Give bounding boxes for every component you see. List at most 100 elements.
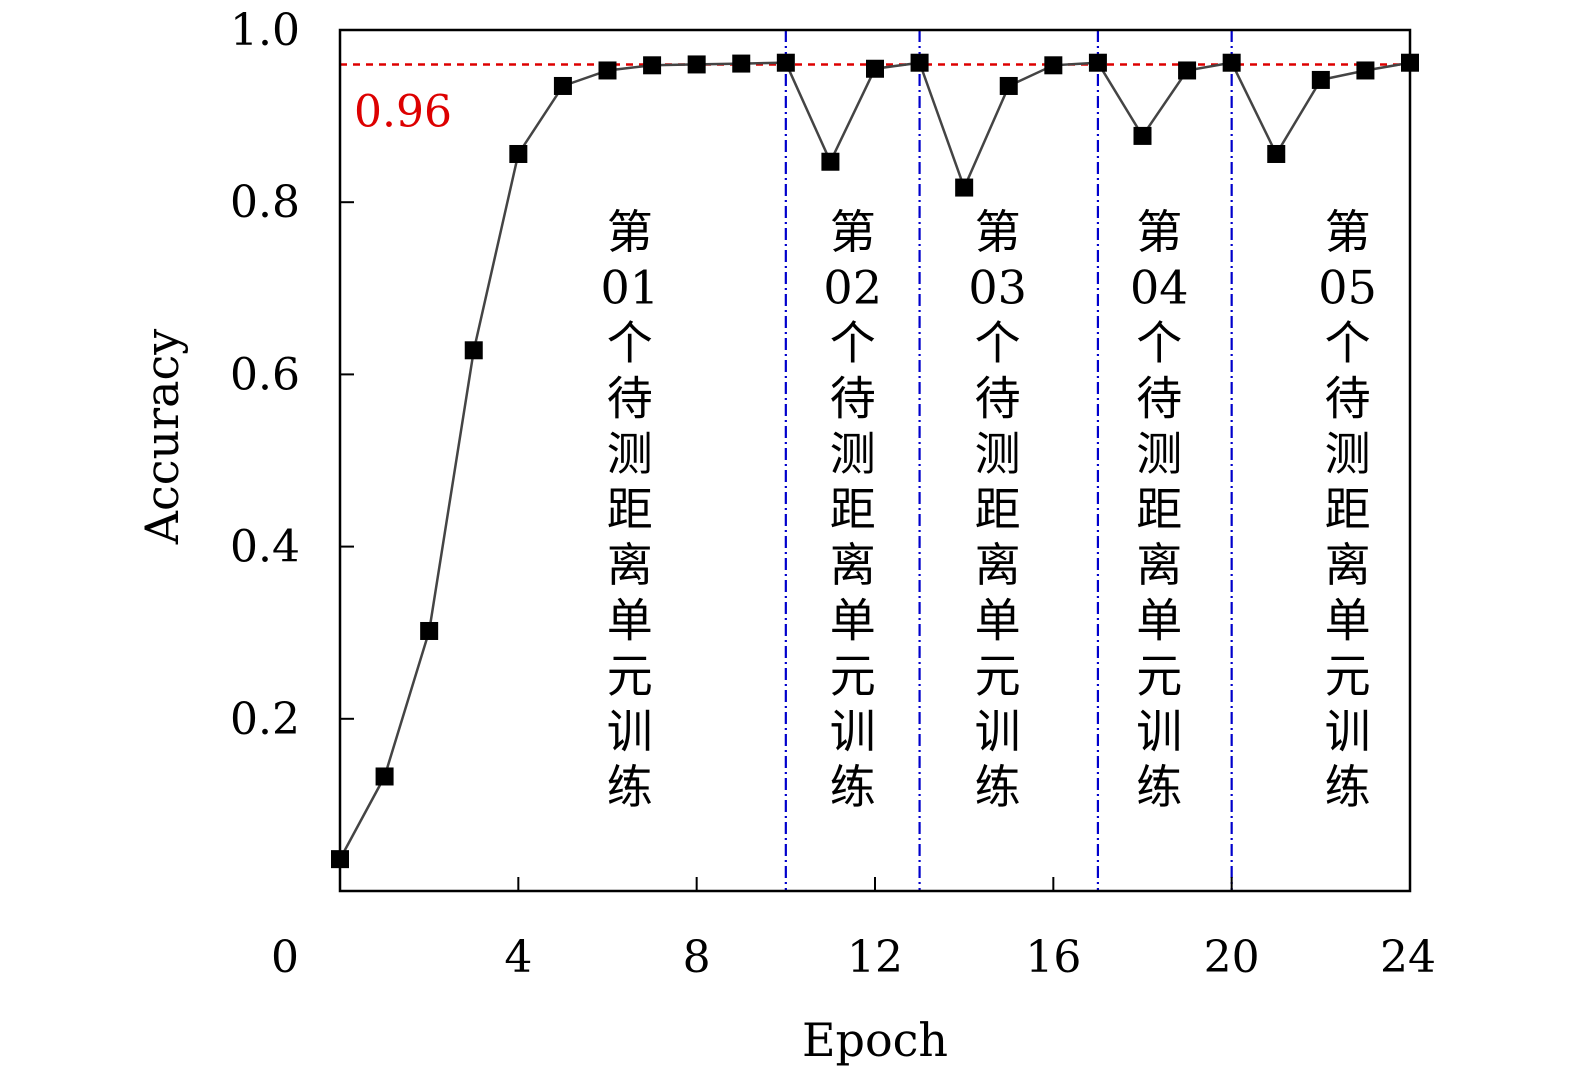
x-axis-label: Epoch — [802, 1013, 948, 1067]
plot-area: 0.96第01个待测距离单元训练第02个待测距离单元训练第03个待测距离单元训练… — [331, 30, 1419, 891]
segment-label-1-char-3: 个 — [607, 316, 653, 370]
segment-label-1-char-1: 第 — [607, 205, 653, 259]
data-point-3 — [420, 621, 439, 640]
x-tick-label-7: 24 — [1380, 932, 1436, 983]
segment-label-2-char-3: 个 — [830, 316, 876, 370]
data-point-24 — [1356, 61, 1375, 80]
segment-label-3-char-8: 单 — [975, 594, 1021, 648]
segment-label-2-char-4: 待 — [830, 372, 876, 426]
data-point-8 — [643, 56, 662, 75]
segment-label-5-char-8: 单 — [1325, 594, 1371, 648]
data-point-15 — [955, 178, 974, 197]
y-tick-label-1: 0.2 — [230, 694, 300, 745]
data-point-7 — [598, 61, 617, 80]
segment-label-3-char-2: 03 — [968, 261, 1027, 315]
data-point-4 — [464, 341, 483, 360]
segment-label-4-char-11: 练 — [1136, 760, 1182, 814]
data-point-14 — [910, 53, 929, 72]
segment-label-3-char-9: 元 — [975, 649, 1021, 703]
segment-label-1-char-10: 训 — [607, 705, 653, 759]
segment-label-5-char-10: 训 — [1325, 705, 1371, 759]
segment-label-1-char-8: 单 — [607, 594, 653, 648]
segment-label-2-char-2: 02 — [823, 261, 882, 315]
data-point-20 — [1178, 61, 1197, 80]
data-point-5 — [509, 144, 528, 163]
data-point-10 — [732, 54, 751, 73]
segment-label-5-char-4: 待 — [1325, 372, 1371, 426]
y-tick-label-2: 0.4 — [230, 522, 300, 573]
segment-label-4-char-4: 待 — [1136, 372, 1182, 426]
segment-label-4-char-9: 元 — [1136, 649, 1182, 703]
segment-label-2-char-6: 距 — [830, 483, 876, 537]
segment-label-1-char-9: 元 — [607, 649, 653, 703]
segment-label-5-char-1: 第 — [1325, 205, 1371, 259]
segment-label-4-char-10: 训 — [1136, 705, 1182, 759]
segment-label-5-char-11: 练 — [1325, 760, 1371, 814]
segment-label-4-char-5: 测 — [1136, 427, 1182, 481]
y-tick-label-5: 1.0 — [230, 5, 300, 56]
segment-label-3-char-1: 第 — [975, 205, 1021, 259]
segment-label-5-char-9: 元 — [1325, 649, 1371, 703]
data-point-12 — [821, 152, 840, 171]
segment-label-3-char-7: 离 — [975, 538, 1021, 592]
data-point-19 — [1133, 126, 1152, 145]
data-point-13 — [866, 59, 884, 78]
segment-label-2-char-10: 训 — [830, 705, 876, 759]
data-point-17 — [1044, 56, 1063, 75]
x-tick-label-3: 8 — [683, 932, 711, 983]
segment-label-5-char-6: 距 — [1325, 483, 1371, 537]
x-tick-label-4: 12 — [847, 932, 903, 983]
data-point-23 — [1311, 70, 1330, 89]
segment-label-3-char-6: 距 — [975, 483, 1021, 537]
x-tick-label-5: 16 — [1025, 932, 1081, 983]
segment-label-4-char-6: 距 — [1136, 483, 1182, 537]
x-tick-label-1: 0 — [271, 932, 299, 983]
segment-label-4-char-7: 离 — [1136, 538, 1182, 592]
segment-label-3-char-5: 测 — [975, 427, 1021, 481]
data-point-11 — [776, 53, 795, 72]
segment-label-1-char-4: 待 — [607, 372, 653, 426]
segment-label-5-char-2: 05 — [1318, 261, 1377, 315]
segment-label-1-char-5: 测 — [607, 427, 653, 481]
segment-label-1-char-7: 离 — [607, 538, 653, 592]
segment-label-2-char-8: 单 — [830, 594, 876, 648]
data-point-9 — [687, 55, 706, 74]
x-tick-label-2: 4 — [504, 932, 532, 983]
segment-label-4-char-3: 个 — [1136, 316, 1182, 370]
segment-label-5-char-7: 离 — [1325, 538, 1371, 592]
segment-label-1-char-6: 距 — [607, 483, 653, 537]
data-point-16 — [999, 76, 1018, 95]
segment-label-2-char-1: 第 — [830, 205, 876, 259]
segment-label-2-char-9: 元 — [830, 649, 876, 703]
segment-label-5-char-5: 测 — [1325, 427, 1371, 481]
segment-label-1-char-2: 01 — [601, 261, 660, 315]
segment-label-3-char-3: 个 — [975, 316, 1021, 370]
y-tick-label-3: 0.6 — [230, 349, 300, 400]
segment-label-1-char-11: 练 — [607, 760, 653, 814]
data-point-22 — [1267, 144, 1286, 163]
segment-label-4-char-1: 第 — [1136, 205, 1182, 259]
segment-label-3-char-4: 待 — [975, 372, 1021, 426]
segment-label-2-char-7: 离 — [830, 538, 876, 592]
segment-label-2-char-5: 测 — [830, 427, 876, 481]
x-tick-label-6: 20 — [1204, 932, 1260, 983]
segment-label-4-char-2: 04 — [1130, 261, 1189, 315]
data-point-18 — [1088, 53, 1107, 72]
segment-label-5-char-3: 个 — [1325, 316, 1371, 370]
data-point-2 — [375, 767, 394, 786]
segment-label-3-char-11: 练 — [975, 760, 1021, 814]
segment-label-4-char-8: 单 — [1136, 594, 1182, 648]
data-point-21 — [1222, 53, 1241, 72]
data-point-6 — [553, 76, 572, 95]
y-axis-label: Accuracy — [135, 329, 189, 546]
segment-label-2-char-11: 练 — [830, 760, 876, 814]
segment-label-3-char-10: 训 — [975, 705, 1021, 759]
y-tick-label-4: 0.8 — [230, 177, 300, 228]
